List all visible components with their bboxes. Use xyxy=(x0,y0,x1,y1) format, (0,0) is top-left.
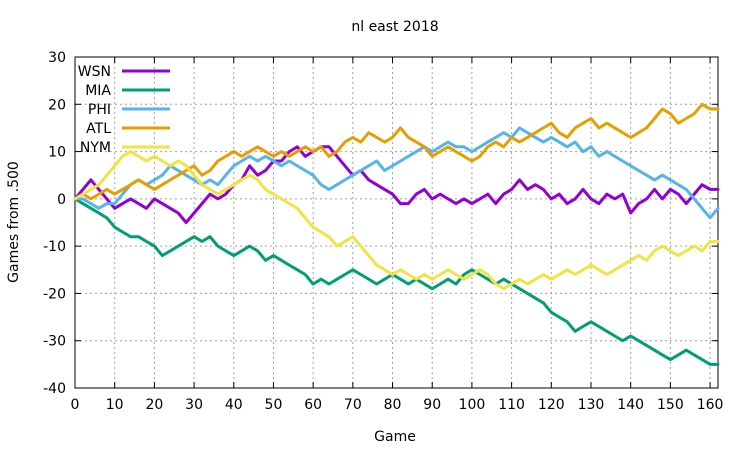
y-tick-label: -10 xyxy=(43,239,66,255)
x-tick-label: 160 xyxy=(697,397,724,413)
series-line-atl xyxy=(73,102,720,201)
x-tick-label: 150 xyxy=(657,397,684,413)
x-tick-label: 90 xyxy=(423,397,441,413)
x-axis-label: Game xyxy=(374,429,416,445)
x-tick-label: 10 xyxy=(106,397,124,413)
x-axis: 0 10 20 30 40 50 60 70 80 90 100 110 120 130 140 150 160 xyxy=(71,57,724,413)
series-lines xyxy=(73,102,720,366)
y-tick-label: -40 xyxy=(43,381,66,397)
y-tick-label: 0 xyxy=(57,192,66,208)
x-tick-label: 80 xyxy=(384,397,402,413)
series-line-wsn xyxy=(73,145,720,224)
legend-label-nym: NYM xyxy=(80,140,111,156)
x-tick-label: 0 xyxy=(71,397,80,413)
series-line-phi xyxy=(73,126,720,220)
x-tick-label: 120 xyxy=(538,397,565,413)
legend-label-wsn: WSN xyxy=(78,64,111,80)
series-line-nym xyxy=(73,150,720,291)
legend: WSN MIA PHI ATL NYM xyxy=(78,64,170,156)
plot-frame xyxy=(74,56,719,389)
y-tick-label: 20 xyxy=(48,97,66,113)
x-tick-label: 140 xyxy=(617,397,644,413)
x-tick-label: 30 xyxy=(185,397,203,413)
chart-title: nl east 2018 xyxy=(351,19,438,35)
y-tick-label: -30 xyxy=(43,334,66,350)
x-tick-label: 20 xyxy=(145,397,163,413)
y-axis: -40 -30 -20 -10 0 10 20 30 xyxy=(43,50,718,397)
y-axis-label: Games from .500 xyxy=(6,161,22,283)
x-tick-label: 110 xyxy=(498,397,525,413)
legend-label-phi: PHI xyxy=(88,102,111,118)
legend-label-atl: ATL xyxy=(86,121,111,137)
x-tick-label: 50 xyxy=(265,397,283,413)
x-tick-label: 100 xyxy=(459,397,486,413)
x-tick-label: 40 xyxy=(225,397,243,413)
series-line-mia xyxy=(73,197,720,366)
y-tick-label: 10 xyxy=(48,145,66,161)
y-tick-label: 30 xyxy=(48,50,66,66)
y-tick-label: -20 xyxy=(43,286,66,302)
x-tick-label: 60 xyxy=(304,397,322,413)
x-tick-label: 130 xyxy=(578,397,605,413)
legend-label-mia: MIA xyxy=(85,83,111,99)
x-tick-label: 70 xyxy=(344,397,362,413)
